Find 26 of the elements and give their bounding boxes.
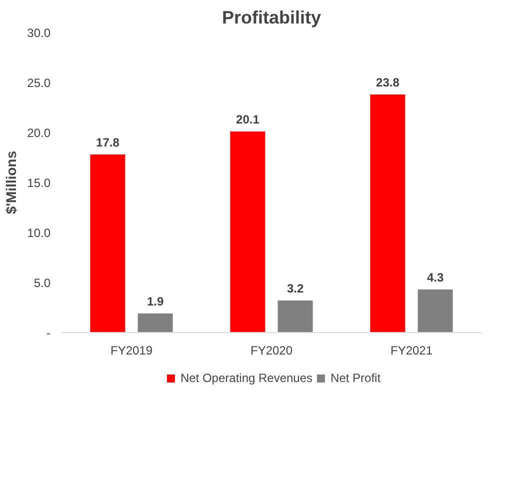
y-tick-label: 20.0: [27, 126, 51, 140]
x-tick-label: FY2019: [110, 344, 153, 358]
bar: [90, 154, 126, 332]
x-tick-label: FY2021: [390, 344, 433, 358]
data-label: 17.8: [96, 136, 120, 150]
data-label: 1.9: [146, 294, 164, 308]
chart-title: Profitability: [222, 8, 322, 28]
y-axis-title: $'Millions: [3, 150, 20, 214]
bar: [230, 132, 266, 332]
bar: [278, 300, 313, 332]
y-tick-label: 25.0: [27, 76, 51, 90]
y-tick-label: 30.0: [27, 26, 51, 40]
bar: [418, 290, 453, 332]
data-label: 23.8: [376, 76, 400, 90]
data-label: 4.3: [426, 270, 444, 284]
bar: [138, 314, 173, 332]
legend-label: Net Profit: [330, 371, 381, 385]
y-tick-label: -: [46, 326, 51, 340]
bar: [370, 94, 406, 332]
y-tick-label: 10.0: [27, 226, 51, 240]
data-label: 3.2: [286, 282, 304, 296]
data-label: 20.1: [236, 112, 260, 126]
y-tick-label: 15.0: [27, 176, 51, 190]
x-tick-label: FY2020: [250, 344, 293, 358]
legend-label: Net Operating Revenues: [180, 371, 313, 385]
y-tick-label: 5.0: [34, 276, 51, 290]
